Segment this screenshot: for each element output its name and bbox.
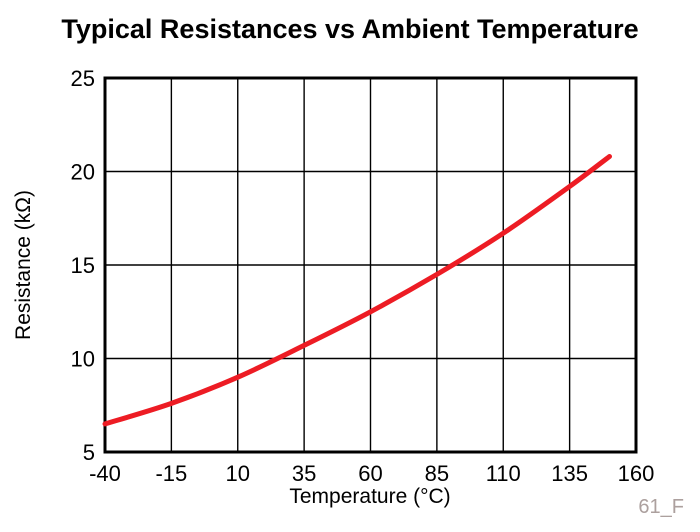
y-tick-label: 15: [71, 253, 95, 278]
x-tick-label: -40: [89, 461, 121, 486]
x-tick-label: 160: [618, 461, 655, 486]
x-tick-label: 10: [226, 461, 250, 486]
x-tick-label: 35: [292, 461, 316, 486]
gridlines: [105, 78, 636, 452]
y-axis-label: Resistance (kΩ): [12, 190, 35, 340]
y-tick-label: 20: [71, 160, 95, 185]
plot-frame: [103, 76, 638, 454]
resistance-curve: [102, 154, 612, 427]
y-tick-label: 10: [71, 347, 95, 372]
x-tick-label: 110: [486, 461, 521, 486]
x-tick-label: -15: [155, 461, 187, 486]
x-tick-labels: -40 -15 10 35 60 85 110 135 160: [89, 461, 654, 486]
figure-code-watermark: 61_F: [638, 496, 684, 518]
y-tick-label: 25: [71, 66, 95, 91]
x-tick-label: 135: [551, 461, 588, 486]
y-tick-labels: 5 10 15 20 25: [71, 66, 95, 465]
x-axis-label: Temperature (°C): [289, 485, 450, 508]
chart-title: Typical Resistances vs Ambient Temperatu…: [61, 14, 639, 44]
y-tick-label: 5: [83, 440, 95, 465]
x-tick-label: 85: [425, 461, 449, 486]
x-tick-label: 60: [358, 461, 382, 486]
